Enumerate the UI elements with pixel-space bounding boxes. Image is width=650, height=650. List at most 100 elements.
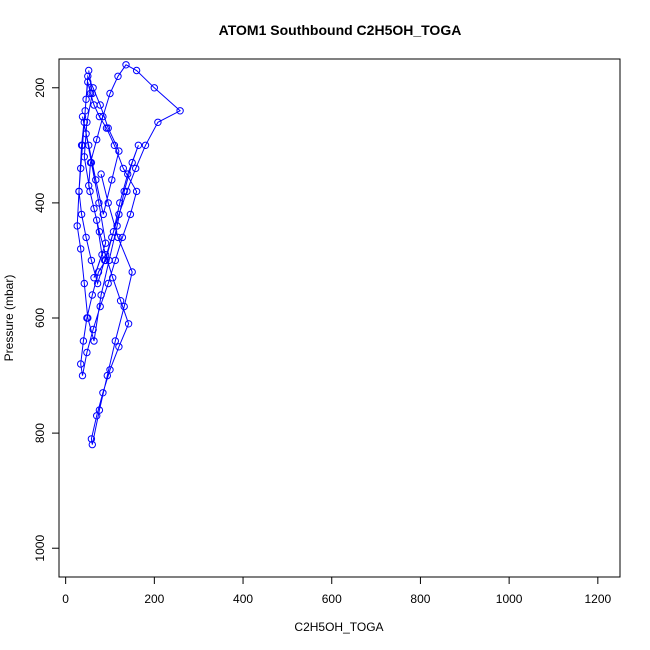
- data-point: [141, 141, 150, 150]
- x-axis-label: C2H5OH_TOGA: [294, 620, 383, 634]
- data-point: [101, 251, 110, 259]
- chart-title: ATOM1 Southbound C2H5OH_TOGA: [219, 22, 462, 38]
- data-point: [83, 314, 91, 322]
- data-point: [96, 302, 104, 311]
- data-point: [115, 210, 123, 219]
- data-point: [95, 199, 103, 207]
- x-tick-label: 1000: [496, 592, 523, 606]
- data-point: [101, 239, 110, 247]
- data-point: [88, 440, 97, 449]
- data-point: [104, 199, 112, 207]
- data-point: [176, 107, 184, 115]
- data-point: [108, 176, 116, 184]
- data-point: [84, 72, 92, 81]
- data-point: [104, 279, 112, 288]
- data-point: [111, 256, 120, 265]
- data-point: [106, 366, 114, 374]
- data-point: [116, 199, 124, 207]
- y-tick-label: 600: [33, 308, 47, 328]
- data-point: [83, 348, 91, 357]
- data-point: [99, 112, 107, 121]
- data-point: [128, 158, 136, 167]
- data-point: [77, 210, 86, 219]
- data-point: [75, 187, 83, 196]
- data-point: [81, 107, 89, 115]
- data-point: [103, 371, 112, 380]
- data-point: [114, 72, 122, 81]
- x-tick-label: 600: [322, 592, 342, 606]
- data-point: [109, 274, 117, 282]
- data-point: [87, 435, 96, 443]
- series-line: [76, 64, 181, 445]
- data-point: [126, 210, 135, 219]
- plot-frame: [58, 58, 621, 578]
- x-tick-label: 200: [144, 592, 164, 606]
- x-tick-label: 1200: [584, 592, 611, 606]
- data-point: [101, 256, 109, 265]
- data-point: [78, 371, 87, 380]
- data-point: [132, 164, 140, 173]
- data-point: [150, 84, 159, 92]
- data-point: [119, 164, 128, 173]
- data-point: [124, 170, 132, 178]
- data-point: [97, 291, 105, 299]
- data-point: [106, 89, 114, 98]
- x-tick-label: 400: [233, 592, 253, 606]
- data-point: [85, 66, 93, 75]
- data-point: [86, 158, 95, 167]
- data-point: [82, 233, 90, 242]
- data-point: [95, 112, 104, 121]
- data-point: [116, 297, 125, 305]
- data-point: [77, 360, 85, 368]
- data-point: [132, 187, 141, 196]
- x-axis: 0 200 400 600 800 1000 1200: [62, 576, 611, 606]
- data-point: [77, 164, 85, 173]
- data-point: [120, 187, 128, 196]
- data-point: [89, 325, 97, 334]
- data-point: [82, 130, 90, 138]
- data-point: [80, 279, 89, 288]
- data-point: [86, 89, 95, 98]
- data-point: [84, 78, 92, 86]
- y-axis-label: Pressure (mbar): [2, 275, 16, 362]
- data-point: [85, 181, 93, 190]
- data-point: [94, 268, 103, 276]
- data-point: [115, 147, 123, 155]
- data-point: [95, 228, 104, 236]
- x-tick-label: 0: [62, 592, 69, 606]
- data-point: [120, 302, 128, 311]
- data-point: [110, 141, 119, 150]
- data-point: [92, 176, 100, 184]
- data-point: [90, 101, 98, 109]
- data-point: [132, 66, 141, 75]
- data-point: [128, 268, 136, 276]
- data-point: [77, 245, 85, 253]
- x-tick-label: 800: [410, 592, 430, 606]
- data-point: [78, 141, 87, 150]
- data-point: [93, 279, 102, 288]
- data-point: [82, 95, 90, 104]
- data-point: [80, 118, 89, 127]
- plot-area: [73, 61, 184, 449]
- data-point: [80, 153, 89, 161]
- data-point: [134, 141, 143, 150]
- data-point: [90, 337, 98, 345]
- y-tick-label: 800: [33, 423, 47, 443]
- data-point: [93, 216, 101, 224]
- data-point: [88, 291, 97, 299]
- data-point: [102, 124, 111, 132]
- y-tick-label: 1000: [33, 535, 47, 562]
- data-point: [79, 337, 88, 345]
- data-point: [113, 222, 121, 230]
- data-point: [111, 337, 120, 345]
- y-axis: 200 400 600 800 1000: [33, 77, 60, 562]
- data-point: [118, 233, 127, 242]
- data-point: [115, 343, 123, 351]
- data-point: [97, 170, 105, 178]
- data-point: [90, 274, 98, 282]
- data-point: [95, 406, 104, 414]
- data-point: [73, 222, 81, 230]
- y-tick-label: 400: [33, 193, 47, 213]
- data-point: [99, 210, 108, 219]
